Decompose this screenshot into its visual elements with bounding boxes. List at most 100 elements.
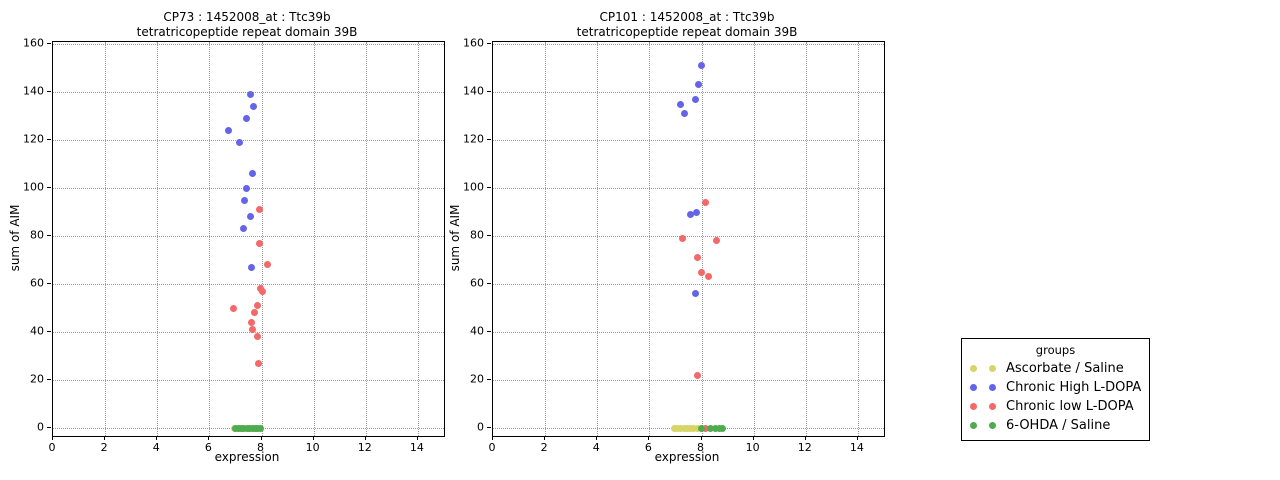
y-tick	[47, 427, 51, 428]
legend-entry: 6-OHDA / Saline	[962, 416, 1149, 435]
y-tick-label: 0	[477, 420, 484, 434]
data-point	[693, 208, 701, 216]
legend-marker-icon	[989, 403, 996, 410]
h-gridline	[53, 236, 444, 237]
y-tick	[47, 139, 51, 140]
data-point	[247, 263, 255, 271]
x-tick-label: 6	[204, 441, 212, 454]
data-point	[701, 198, 709, 206]
legend-marker-icon	[989, 384, 996, 391]
y-tick-label: 120	[23, 132, 44, 146]
legend-entry-label: Ascorbate / Saline	[1006, 361, 1124, 376]
data-point	[225, 126, 233, 134]
y-tick-label: 40	[470, 324, 484, 338]
plot1-title: CP73 : 1452008_at : Ttc39b tetratricopep…	[137, 10, 358, 40]
plot1-title-line1: CP73 : 1452008_at : Ttc39b	[163, 10, 331, 24]
v-gridline	[597, 42, 599, 436]
data-point	[248, 170, 256, 178]
data-point	[241, 196, 249, 204]
plot2-title-line1: CP101 : 1452008_at : Ttc39b	[599, 10, 775, 24]
plot1-title-line2: tetratricopeptide repeat domain 39B	[136, 25, 358, 39]
legend-marker-icon	[970, 422, 977, 429]
x-tick-label: 12	[797, 441, 812, 454]
data-point	[243, 184, 251, 192]
h-gridline	[493, 140, 884, 141]
y-tick-label: 140	[463, 84, 484, 98]
data-point	[256, 239, 264, 247]
x-tick	[208, 436, 210, 440]
legend: groups Ascorbate / Saline Chronic High L-…	[961, 338, 1150, 441]
x-tick	[260, 436, 262, 440]
h-gridline	[53, 44, 444, 45]
h-gridline	[493, 284, 884, 285]
y-tick	[47, 187, 51, 188]
data-point	[250, 102, 258, 110]
data-point	[681, 110, 689, 118]
y-tick	[47, 43, 51, 44]
data-point	[693, 254, 701, 262]
y-tick	[47, 91, 51, 92]
y-tick-label: 100	[463, 180, 484, 194]
x-tick	[52, 436, 53, 440]
y-tick-label: 140	[23, 84, 44, 98]
y-tick	[47, 379, 51, 380]
data-point	[693, 371, 701, 379]
legend-entry: Ascorbate / Saline	[962, 359, 1149, 378]
y-tick-label: 20	[30, 372, 44, 386]
data-point	[691, 95, 699, 103]
x-tick-label: 14	[849, 441, 864, 454]
y-tick	[487, 331, 491, 332]
x-tick	[544, 436, 546, 440]
legend-entry-label: Chronic High L-DOPA	[1006, 380, 1142, 395]
data-point	[690, 424, 698, 432]
y-tick-label: 60	[30, 276, 44, 290]
data-point	[697, 424, 705, 432]
v-gridline	[701, 42, 703, 436]
legend-marker-icon	[970, 365, 977, 372]
y-tick-label: 80	[30, 228, 44, 242]
data-point	[719, 424, 727, 432]
legend-marker-icon	[989, 422, 996, 429]
v-gridline	[157, 42, 159, 436]
data-point	[697, 268, 705, 276]
x-tick	[856, 436, 858, 440]
v-gridline	[857, 42, 859, 436]
data-point	[254, 333, 262, 341]
v-gridline	[209, 42, 211, 436]
x-tick-label: 8	[697, 441, 705, 454]
data-point	[259, 287, 267, 295]
x-tick-label: 12	[357, 441, 372, 454]
h-gridline	[493, 236, 884, 237]
y-tick-label: 120	[463, 132, 484, 146]
x-tick-label: 2	[540, 441, 548, 454]
y-tick-label: 160	[463, 36, 484, 50]
x-tick-label: 2	[100, 441, 108, 454]
v-gridline	[261, 42, 263, 436]
v-gridline	[105, 42, 107, 436]
y-tick	[487, 43, 491, 44]
x-tick-label: 0	[488, 441, 496, 454]
x-tick	[104, 436, 106, 440]
legend-marker-icon	[989, 365, 996, 372]
y-tick	[487, 187, 491, 188]
y-tick-label: 40	[30, 324, 44, 338]
data-point	[239, 225, 247, 233]
legend-marker-icon	[970, 403, 977, 410]
data-point	[691, 290, 699, 298]
plot2-title-line2: tetratricopeptide repeat domain 39B	[576, 25, 798, 39]
y-tick	[47, 235, 51, 236]
legend-entry-label: 6-OHDA / Saline	[1006, 418, 1111, 433]
data-point	[697, 62, 705, 70]
x-tick-label: 10	[745, 441, 760, 454]
x-tick	[752, 436, 754, 440]
data-point	[256, 424, 264, 432]
v-gridline	[313, 42, 315, 436]
data-point	[705, 273, 713, 281]
h-gridline	[493, 44, 884, 45]
data-point	[246, 213, 254, 221]
data-point	[701, 424, 709, 432]
data-point	[249, 326, 257, 334]
y-tick-label: 160	[23, 36, 44, 50]
v-gridline	[649, 42, 651, 436]
